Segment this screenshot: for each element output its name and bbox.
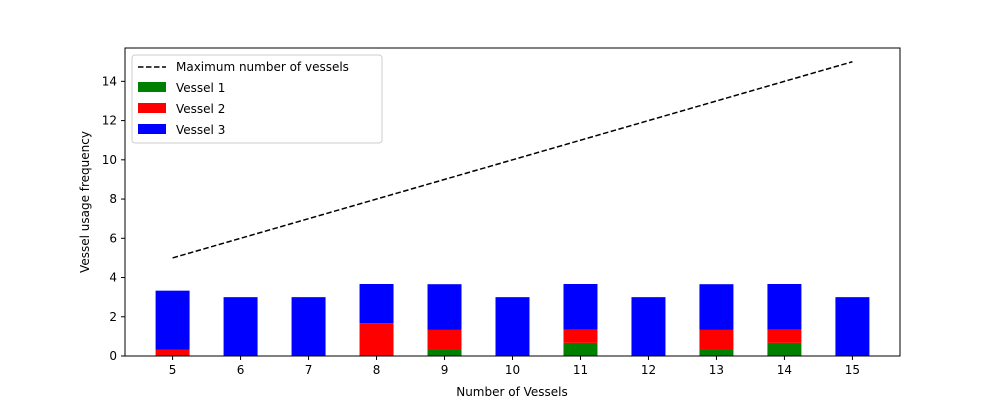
x-tick-label: 14 <box>777 363 792 377</box>
legend-label-vessel-1: Vessel 1 <box>176 81 225 95</box>
y-tick-label: 10 <box>102 153 117 167</box>
bar-vessel-3-x7 <box>291 297 326 356</box>
x-tick-label: 5 <box>169 363 177 377</box>
y-tick-label: 4 <box>109 271 117 285</box>
legend-swatch-vessel-2 <box>138 103 166 113</box>
y-tick-label: 14 <box>102 74 117 88</box>
bar-vessel-1-x13 <box>699 349 734 356</box>
bar-vessel-3-x15 <box>835 297 870 356</box>
x-tick-label: 8 <box>373 363 381 377</box>
max-line-layer <box>172 61 853 259</box>
bar-vessel-3-x11 <box>563 284 598 330</box>
bar-vessel-3-x14 <box>767 284 802 330</box>
bar-vessel-3-x6 <box>223 297 258 356</box>
bar-vessel-3-x12 <box>631 297 666 356</box>
x-axis-label: Number of Vessels <box>456 385 568 399</box>
plot-area <box>155 284 870 356</box>
bar-vessel-3-x9 <box>427 284 462 330</box>
y-tick-label: 2 <box>109 310 117 324</box>
legend-label-vessel-3: Vessel 3 <box>176 123 225 137</box>
bar-vessel-3-x10 <box>495 297 530 356</box>
x-tick-label: 7 <box>305 363 313 377</box>
max-vessels-line <box>172 61 853 259</box>
bar-vessel-2-x14 <box>767 329 802 343</box>
y-tick-label: 12 <box>102 114 117 128</box>
bar-vessel-3-x8 <box>359 284 394 324</box>
y-tick-label: 8 <box>109 192 117 206</box>
x-tick-label: 13 <box>709 363 724 377</box>
bar-vessel-2-x13 <box>699 329 734 350</box>
legend: Maximum number of vessels Vessel 1 Vesse… <box>131 54 383 144</box>
x-tick-label: 6 <box>237 363 245 377</box>
x-tick-label: 11 <box>573 363 588 377</box>
y-axis: 0 2 4 6 8 10 12 14 <box>102 74 125 363</box>
legend-box <box>131 54 383 144</box>
bar-vessel-1-x9 <box>427 349 462 356</box>
y-tick-label: 6 <box>109 231 117 245</box>
bar-vessel-2-x11 <box>563 329 598 343</box>
bar-vessel-3-x5 <box>155 290 190 350</box>
y-axis-label: Vessel usage frequency <box>78 131 92 273</box>
x-tick-label: 15 <box>845 363 860 377</box>
legend-label-max: Maximum number of vessels <box>176 60 349 74</box>
legend-swatch-vessel-1 <box>138 82 166 92</box>
y-tick-label: 0 <box>109 349 117 363</box>
x-tick-label: 9 <box>441 363 449 377</box>
bar-vessel-3-x13 <box>699 284 734 330</box>
x-tick-label: 10 <box>505 363 520 377</box>
bar-vessel-2-x9 <box>427 329 462 350</box>
legend-swatch-vessel-3 <box>138 124 166 134</box>
bar-vessel-2-x8 <box>359 323 394 356</box>
x-tick-label: 12 <box>641 363 656 377</box>
x-axis: 5 6 7 8 9 10 11 12 13 14 15 <box>169 356 860 377</box>
bar-vessel-2-x5 <box>155 349 190 356</box>
bar-vessel-1-x11 <box>563 342 598 356</box>
legend-label-vessel-2: Vessel 2 <box>176 102 225 116</box>
bar-vessel-1-x14 <box>767 342 802 356</box>
